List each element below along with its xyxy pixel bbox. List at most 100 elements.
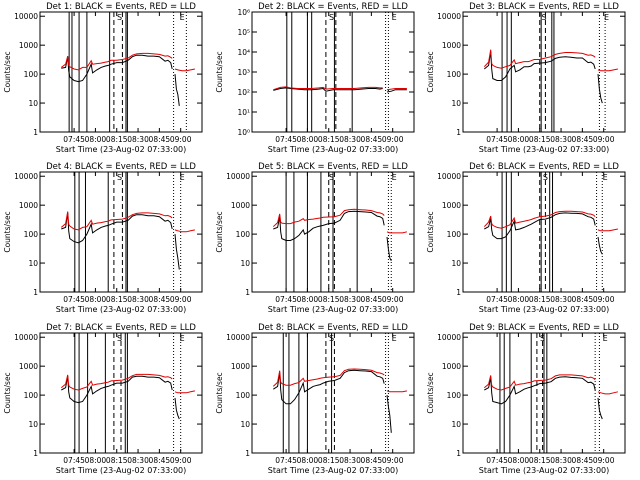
series-events xyxy=(597,74,603,104)
chart-title: Det 1: BLACK = Events, RED = LLD xyxy=(46,2,196,12)
chart-title: Det 2: BLACK = Events, RED = LLD xyxy=(258,2,408,12)
y-axis-label: Counts/sec xyxy=(215,211,224,252)
x-tick-label: 08:30 xyxy=(127,135,149,144)
y-tick-label: 1000 xyxy=(442,41,461,50)
x-tick-label: 08:30 xyxy=(550,135,572,144)
y-tick-label: 100 xyxy=(236,391,251,400)
y-tick-label: 1 xyxy=(33,288,38,297)
y-tick-label: 10⁰ xyxy=(237,128,250,137)
series-lld xyxy=(386,88,407,91)
y-axis-label: Counts/sec xyxy=(3,372,12,413)
series-lld xyxy=(597,68,619,72)
series-lld xyxy=(174,390,196,394)
plot-area xyxy=(272,172,408,292)
series-events xyxy=(386,395,392,433)
series-events xyxy=(61,375,173,404)
y-axis-label: Counts/sec xyxy=(426,51,435,92)
y-tick-label: 100 xyxy=(447,70,462,79)
y-tick-label: 1000 xyxy=(19,41,38,50)
plot-frame xyxy=(462,171,626,293)
marker-s: S xyxy=(329,173,334,182)
y-tick-label: 100 xyxy=(236,230,251,239)
plot-frame xyxy=(39,171,203,293)
marker-s: S xyxy=(117,13,122,22)
series-events xyxy=(597,397,603,420)
marker-s: S xyxy=(329,334,334,343)
series-events xyxy=(61,54,173,83)
y-tick-label: 10000 xyxy=(226,172,250,181)
x-tick-label: 08:00 xyxy=(297,295,319,304)
marker-e: E xyxy=(180,173,185,182)
x-tick-label: 07:45 xyxy=(486,295,508,304)
x-tick-label: 07:45 xyxy=(63,295,85,304)
plot-area xyxy=(483,333,619,453)
x-axis-label: Start Time (23-Aug-02 07:33:00) xyxy=(479,145,610,154)
series-lld xyxy=(60,211,173,231)
marker-e: E xyxy=(392,13,397,22)
series-events xyxy=(61,212,173,244)
x-tick-label: 08:45 xyxy=(572,456,594,465)
plot-area xyxy=(272,333,408,453)
x-tick-label: 08:15 xyxy=(529,135,551,144)
x-tick-label: 08:45 xyxy=(361,295,383,304)
x-tick-label: 07:45 xyxy=(486,135,508,144)
y-tick-label: 1000 xyxy=(231,201,250,210)
y-tick-label: 1000 xyxy=(231,362,250,371)
chart-title: Det 3: BLACK = Events, RED = LLD xyxy=(469,2,619,12)
chart-title: Det 6: BLACK = Events, RED = LLD xyxy=(469,162,619,172)
y-axis-label: Counts/sec xyxy=(3,51,12,92)
x-tick-label: 08:15 xyxy=(318,295,340,304)
marker-e: E xyxy=(604,13,609,22)
series-lld xyxy=(60,373,173,391)
plot-frame xyxy=(251,332,415,454)
x-tick-label: 08:00 xyxy=(508,456,530,465)
x-tick-label: 09:00 xyxy=(382,295,404,304)
y-tick-label: 10² xyxy=(237,88,250,97)
y-tick-label: 10⁵ xyxy=(237,28,250,37)
y-tick-label: 10 xyxy=(451,259,461,268)
x-tick-label: 08:30 xyxy=(127,456,149,465)
series-lld xyxy=(386,231,408,234)
x-axis-label: Start Time (23-Aug-02 07:33:00) xyxy=(268,305,399,314)
y-tick-label: 1 xyxy=(456,128,461,137)
x-axis-label: Start Time (23-Aug-02 07:33:00) xyxy=(56,145,187,154)
x-tick-label: 07:45 xyxy=(63,456,85,465)
x-tick-label: 09:00 xyxy=(593,456,615,465)
plot-frame xyxy=(462,332,626,454)
y-tick-label: 10000 xyxy=(437,333,461,342)
x-tick-label: 08:30 xyxy=(550,295,572,304)
series-lld xyxy=(61,52,173,71)
x-tick-label: 08:45 xyxy=(361,456,383,465)
plot-frame xyxy=(39,332,203,454)
y-tick-label: 10000 xyxy=(226,333,250,342)
series-events xyxy=(484,376,596,405)
y-tick-label: 10000 xyxy=(14,172,38,181)
x-tick-label: 08:45 xyxy=(361,135,383,144)
y-tick-label: 1 xyxy=(33,449,38,458)
y-tick-label: 1 xyxy=(456,449,461,458)
x-tick-label: 08:45 xyxy=(572,295,594,304)
x-tick-label: 07:45 xyxy=(486,456,508,465)
x-tick-label: 09:00 xyxy=(170,456,192,465)
marker-s: S xyxy=(543,173,548,182)
marker-s: S xyxy=(540,334,545,343)
x-tick-label: 08:30 xyxy=(339,295,361,304)
y-tick-label: 10⁴ xyxy=(237,48,250,57)
marker-e: E xyxy=(180,334,185,343)
series-events xyxy=(483,51,596,81)
y-tick-label: 1 xyxy=(456,288,461,297)
x-axis-label: Start Time (23-Aug-02 07:33:00) xyxy=(479,305,610,314)
x-tick-label: 07:45 xyxy=(275,295,297,304)
x-tick-label: 08:30 xyxy=(339,456,361,465)
y-tick-label: 10 xyxy=(240,259,250,268)
y-axis-label: Counts/sec xyxy=(215,372,224,413)
y-tick-label: 100 xyxy=(24,391,39,400)
x-tick-label: 09:00 xyxy=(593,135,615,144)
y-tick-label: 1000 xyxy=(19,201,38,210)
series-events xyxy=(386,89,407,93)
series-lld xyxy=(597,228,619,232)
series-lld xyxy=(272,208,385,228)
series-events xyxy=(174,234,180,270)
